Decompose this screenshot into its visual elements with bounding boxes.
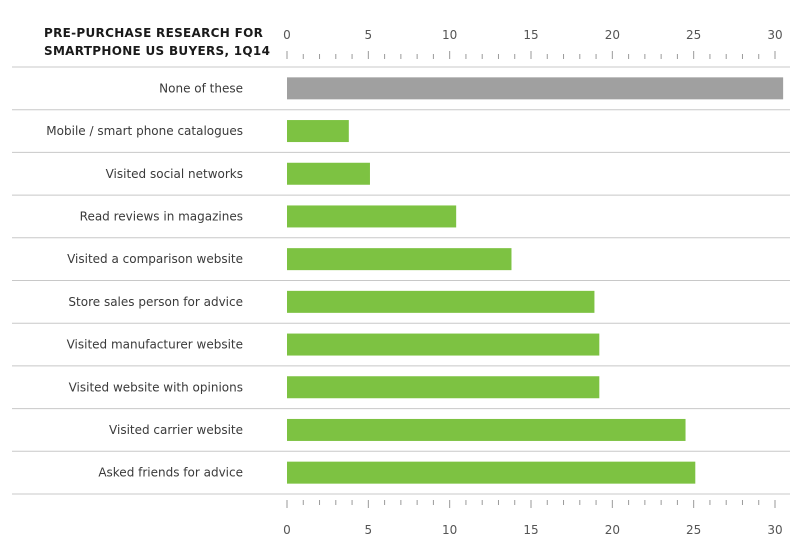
bar bbox=[287, 162, 370, 185]
tick-label: 30 bbox=[767, 28, 782, 42]
chart-title-line-1: PRE-PURCHASE RESEARCH FOR bbox=[44, 26, 263, 40]
tick-label: 5 bbox=[365, 28, 373, 42]
category-labels: None of these Mobile / smart phone catalo… bbox=[46, 81, 243, 479]
bar bbox=[287, 120, 349, 143]
bar bbox=[287, 376, 600, 399]
tick-label: 10 bbox=[442, 523, 457, 537]
bottom-axis: 0 5 10 15 20 25 30 bbox=[283, 500, 783, 537]
tick-label: 25 bbox=[686, 523, 701, 537]
category-label: Asked friends for advice bbox=[98, 466, 243, 480]
category-label: Visited website with opinions bbox=[69, 380, 243, 394]
bar bbox=[287, 205, 457, 228]
tick-label: 30 bbox=[767, 523, 782, 537]
bar bbox=[287, 77, 784, 100]
category-label: Store sales person for advice bbox=[68, 295, 243, 309]
row-separators bbox=[12, 66, 790, 495]
chart-title: PRE-PURCHASE RESEARCH FOR SMARTPHONE US … bbox=[44, 26, 270, 58]
tick-label: 10 bbox=[442, 28, 457, 42]
chart-title-line-2: SMARTPHONE US BUYERS, 1Q14 bbox=[44, 44, 270, 58]
category-label: Visited a comparison website bbox=[67, 252, 243, 266]
bar bbox=[287, 333, 600, 356]
category-label: Visited social networks bbox=[106, 167, 243, 181]
bar bbox=[287, 290, 595, 313]
bar bbox=[287, 418, 686, 441]
top-axis: 0 5 10 15 20 25 30 bbox=[283, 28, 783, 59]
tick-label: 20 bbox=[605, 28, 620, 42]
category-label: Read reviews in magazines bbox=[80, 209, 243, 223]
tick-label: 25 bbox=[686, 28, 701, 42]
bar bbox=[287, 248, 512, 271]
category-label: Visited manufacturer website bbox=[67, 338, 243, 352]
tick-label: 5 bbox=[365, 523, 373, 537]
tick-label: 0 bbox=[283, 523, 291, 537]
category-label: None of these bbox=[159, 81, 243, 95]
tick-label: 15 bbox=[523, 523, 538, 537]
category-label: Mobile / smart phone catalogues bbox=[46, 124, 243, 138]
tick-label: 15 bbox=[523, 28, 538, 42]
bar bbox=[287, 461, 696, 484]
bars bbox=[287, 77, 784, 484]
tick-label: 20 bbox=[605, 523, 620, 537]
tick-label: 0 bbox=[283, 28, 291, 42]
category-label: Visited carrier website bbox=[109, 423, 243, 437]
